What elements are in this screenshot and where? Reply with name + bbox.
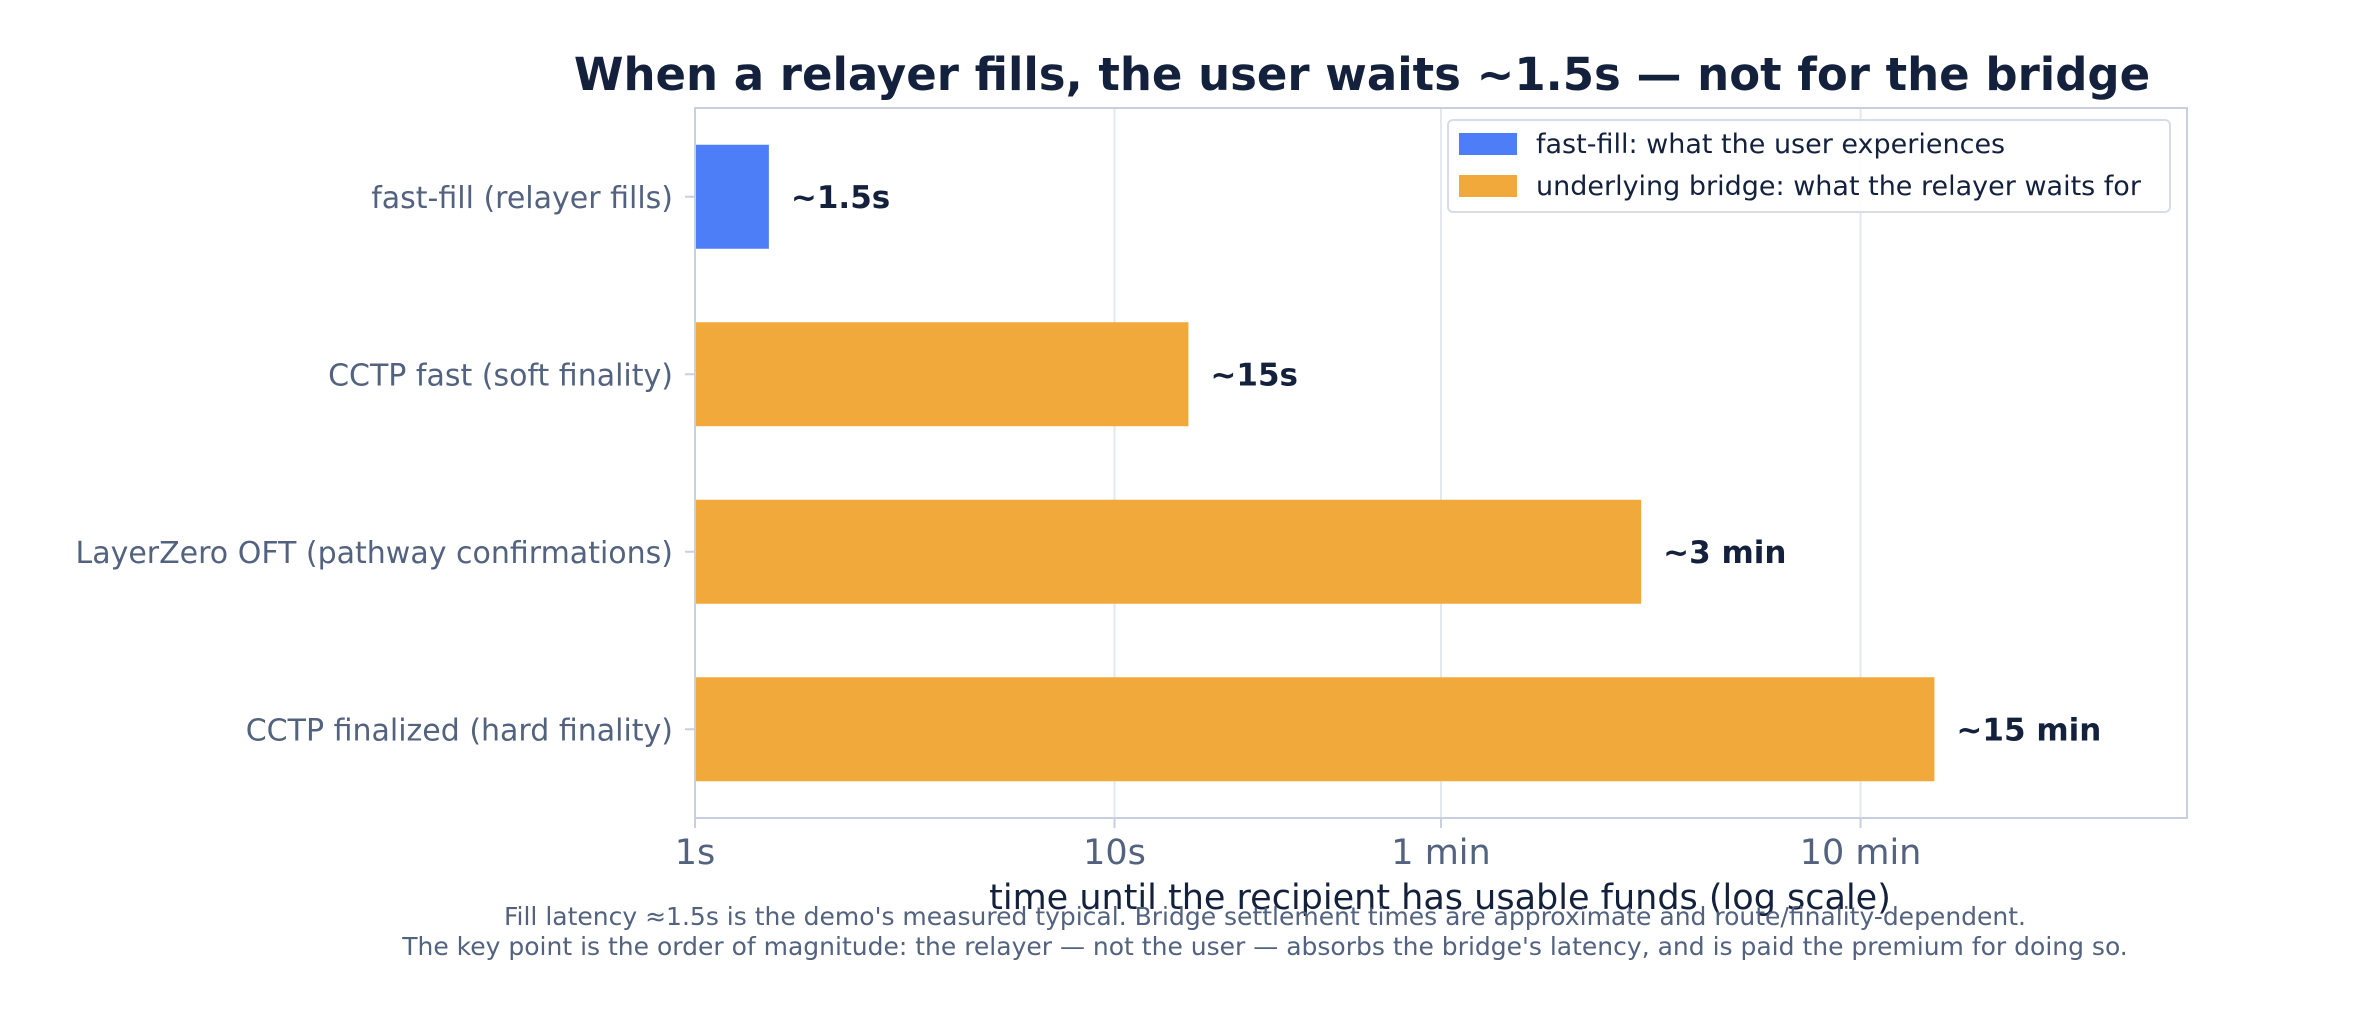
legend-box <box>1447 119 2171 213</box>
legend-label-bridge: underlying bridge: what the relayer wait… <box>1536 171 2142 202</box>
legend-swatch-fast-fill <box>1459 133 1517 155</box>
x-tick-label: 1 min <box>1391 833 1490 873</box>
category-label: CCTP fast (soft finality) <box>328 358 673 393</box>
legend: fast-fill: what the user experiences und… <box>1447 119 2171 213</box>
x-tick-label: 1s <box>675 833 716 873</box>
bar <box>695 499 1642 604</box>
x-tick-label: 10 min <box>1800 833 1922 873</box>
category-label: fast-fill (relayer fills) <box>371 181 673 216</box>
category-label: LayerZero OFT (pathway confirmations) <box>75 536 673 571</box>
chart-title: When a relayer fills, the user waits ~1.… <box>574 48 2150 101</box>
caption-line-1: Fill latency ≈1.5s is the demo's measure… <box>504 902 2026 931</box>
axis-ticks: 1s 10s 1 min 10 min <box>675 195 1922 873</box>
x-axis-label: time until the recipient has usable fund… <box>989 878 1891 918</box>
data-labels: fast-fill (relayer fills) ~1.5s CCTP fast … <box>75 180 2101 749</box>
bar <box>695 322 1189 427</box>
bar <box>695 144 769 249</box>
data-label: ~15 min <box>1956 712 2101 748</box>
data-label: ~3 min <box>1663 535 1786 571</box>
legend-swatch-bridge <box>1459 175 1517 197</box>
legend-label-fast-fill: fast-fill: what the user experiences <box>1536 129 2005 160</box>
data-label: ~1.5s <box>791 180 890 216</box>
bar <box>695 677 1935 782</box>
category-label: CCTP finalized (hard finality) <box>246 713 673 748</box>
x-tick-label: 10s <box>1083 833 1146 873</box>
caption-line-2: The key point is the order of magnitude:… <box>401 932 2128 961</box>
data-label: ~15s <box>1210 357 1298 393</box>
bars <box>695 144 1935 782</box>
